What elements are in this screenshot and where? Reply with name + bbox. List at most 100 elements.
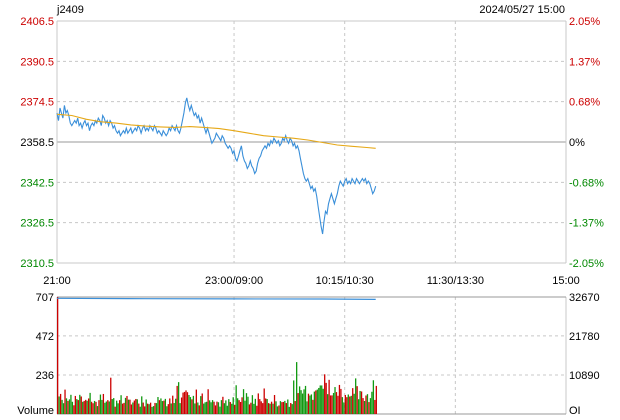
time-tick-label: 21:00: [43, 275, 71, 287]
oi-axis-label: OI: [569, 405, 581, 417]
volume-bar: [223, 403, 226, 414]
volume-bar: [139, 406, 141, 414]
volume-bar: [166, 406, 168, 414]
volume-bar: [315, 390, 317, 414]
price-tick-left: 2358.5: [20, 137, 54, 149]
time-tick-label: 11:30/13:30: [427, 275, 484, 287]
volume-bar: [169, 398, 171, 414]
volume-bar: [111, 399, 113, 414]
volume-bar: [284, 400, 286, 414]
volume-bar: [182, 392, 184, 414]
volume-bar: [312, 399, 314, 414]
volume-bar: [104, 402, 106, 414]
price-tick-left: 2310.5: [20, 258, 54, 270]
volume-bar: [259, 399, 261, 414]
volume-bar: [116, 400, 118, 414]
volume-bar: [346, 397, 348, 414]
volume-bar: [281, 402, 283, 414]
volume-bar: [368, 402, 370, 414]
volume-bar: [217, 402, 220, 414]
volume-bar: [176, 385, 178, 414]
volume-bar: [257, 393, 259, 414]
volume-bar: [148, 404, 150, 414]
volume-bar: [267, 403, 270, 414]
volume-bar: [272, 403, 274, 414]
volume-bar: [95, 401, 97, 414]
volume-bar: [170, 403, 172, 414]
volume-bar: [350, 395, 352, 414]
volume-bar: [71, 401, 74, 414]
volume-bar: [375, 385, 377, 414]
volume-bar: [231, 403, 233, 414]
volume-bar: [256, 405, 258, 414]
volume-bar: [236, 398, 239, 414]
volume-bar: [138, 403, 140, 414]
volume-bar: [356, 386, 358, 414]
volume-bar: [263, 388, 265, 414]
price-tick-left: 2390.5: [20, 56, 54, 68]
volume-bar: [238, 400, 240, 414]
price-line: [56, 97, 377, 235]
price-series: [56, 97, 377, 235]
volume-bar: [355, 378, 357, 414]
volume-bar: [353, 393, 355, 414]
volume-bar: [123, 402, 125, 414]
volume-bar: [276, 406, 279, 414]
volume-bar: [65, 398, 68, 414]
volume-bar: [102, 393, 105, 414]
time-tick-label: 15:00: [552, 275, 580, 287]
volume-bar: [101, 399, 103, 414]
volume-bar: [214, 405, 217, 414]
volume-bar: [82, 401, 84, 414]
price-grid: [56, 20, 567, 414]
volume-bar: [321, 385, 323, 414]
volume-bar: [301, 393, 304, 414]
price-tick-right: 0%: [569, 137, 585, 149]
volume-bar: [105, 401, 107, 414]
volume-bar: [172, 395, 174, 414]
volume-tick-left: 236: [36, 370, 54, 382]
volume-bar: [201, 393, 203, 414]
volume-bar: [254, 398, 256, 414]
volume-bar: [329, 395, 332, 414]
volume-bar: [278, 405, 280, 414]
volume-bar: [241, 397, 243, 414]
volume-axis-label: Volume: [17, 405, 54, 417]
volume-bar: [374, 399, 376, 414]
volume-bar: [316, 389, 318, 414]
volume-bar: [326, 394, 329, 414]
volume-bar: [270, 401, 273, 414]
volume-bar: [287, 399, 289, 414]
volume-bar: [118, 400, 121, 414]
volume-bar: [293, 380, 295, 414]
volume-bar: [359, 390, 361, 414]
volume-bar: [260, 401, 262, 414]
volume-bar: [197, 402, 199, 414]
volume-bar: [340, 388, 342, 414]
volume-bar: [341, 397, 344, 414]
volume-bar: [265, 398, 267, 414]
volume-bar: [282, 401, 285, 414]
volume-bar: [279, 401, 282, 414]
volume-bar: [64, 389, 66, 414]
volume-bar: [121, 403, 124, 414]
volume-bar: [222, 396, 224, 414]
volume-bar: [132, 402, 134, 414]
volume-bar: [177, 382, 180, 414]
volume-bar: [319, 385, 321, 414]
volume-tick-left: 707: [36, 292, 54, 304]
volume-bar: [113, 398, 115, 414]
volume-bar: [328, 379, 330, 414]
volume-bar: [300, 390, 302, 414]
volume-bar: [369, 398, 372, 414]
volume-bar: [142, 402, 144, 414]
volume-bar: [208, 400, 211, 414]
volume-bar: [179, 403, 181, 414]
volume-bar: [338, 384, 341, 414]
volume-bar: [189, 397, 192, 414]
time-axis-ticks: 21:00 23:00/09:00 10:15/10:30 11:30/13:30 15…: [43, 275, 580, 287]
volume-bar: [149, 402, 152, 414]
volume-bar: [70, 394, 72, 414]
volume-bar: [344, 394, 346, 414]
volume-bar: [250, 402, 252, 414]
